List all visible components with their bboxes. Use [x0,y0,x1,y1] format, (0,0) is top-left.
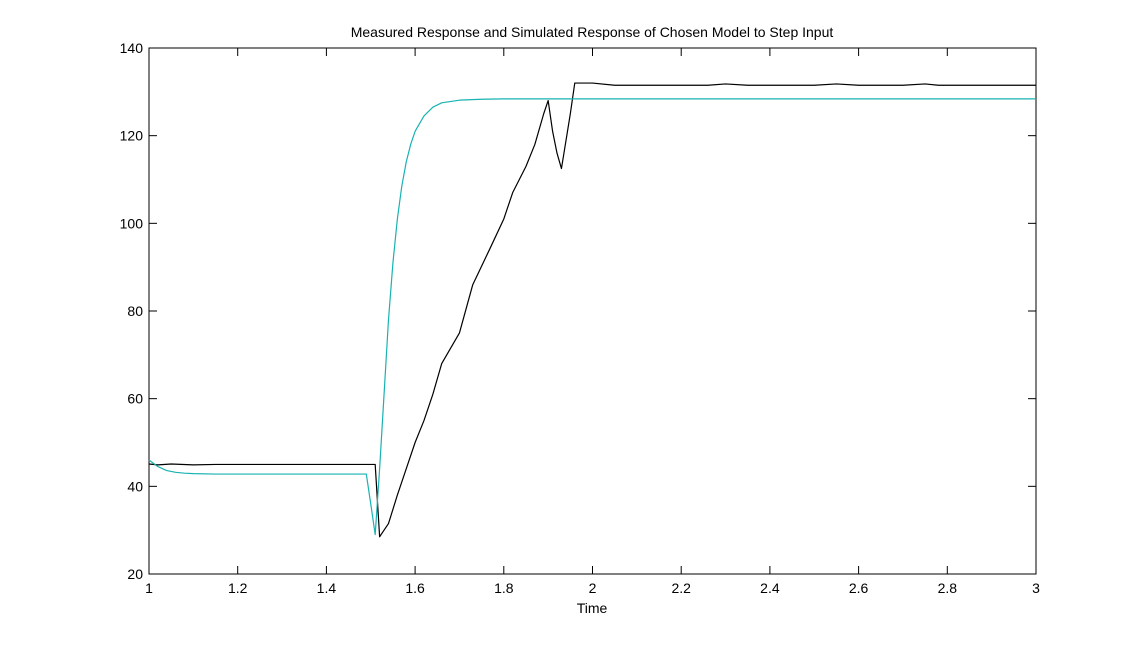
x-tick-label: 2 [589,580,597,596]
plot-area [148,47,1037,575]
x-tick-label: 2.8 [938,580,958,596]
series-line-measured [148,82,1036,538]
series-line-simulated [148,98,1036,536]
chart-title: Measured Response and Simulated Response… [351,24,834,40]
x-tick-label: 1.4 [317,580,337,596]
axes-box [148,47,1037,575]
y-tick-label: 80 [127,303,143,319]
y-tick-label: 60 [127,391,143,407]
x-tick-label: 1 [145,580,153,596]
x-tick-label: 3 [1032,580,1040,596]
y-tick-label: 140 [120,40,144,56]
x-tick-label: 1.6 [405,580,425,596]
x-tick-label: 2.6 [849,580,869,596]
x-tick-label: 2.4 [760,580,780,596]
y-tick-label: 20 [127,566,143,582]
x-tick-label: 1.2 [228,580,248,596]
y-axis: 20 40 60 80 100 120 140 [120,40,1036,582]
y-tick-label: 40 [127,478,143,494]
x-tick-label: 1.8 [494,580,514,596]
y-tick-label: 100 [120,215,144,231]
y-tick-label: 120 [120,128,144,144]
x-tick-label: 2.2 [671,580,691,596]
x-axis-label: Time [577,600,608,616]
x-axis: 1 1.2 1.4 1.6 1.8 2 2.2 2.4 2.6 2.8 3 [145,48,1040,596]
